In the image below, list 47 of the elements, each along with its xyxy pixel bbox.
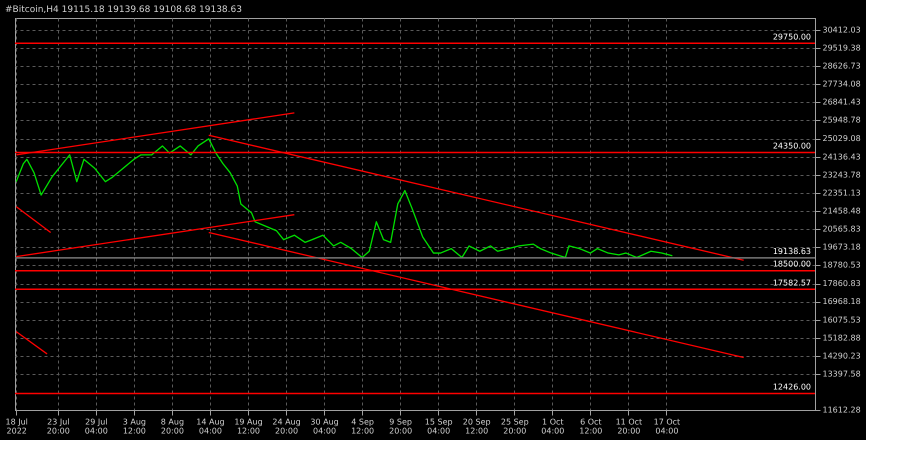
x-tick-label: 23 Jul 20:00 (46, 418, 70, 436)
y-tick-label: 11612.28 (822, 406, 861, 414)
y-tick-label: 20565.83 (822, 224, 861, 234)
y-tick-label: 21458.48 (822, 206, 861, 216)
ref-line-label: 29750.00 (772, 32, 811, 42)
x-tick-label: 24 Aug 20:00 (272, 418, 301, 436)
x-tick-label: 29 Jul 04:00 (84, 418, 108, 436)
y-tick-label: 14290.23 (822, 351, 861, 360)
x-tick-label: 1 Oct 04:00 (541, 418, 564, 436)
ref-line-label: 24350.00 (772, 141, 811, 150)
x-tick-label: 20 Sep 12:00 (462, 418, 491, 436)
line-series (16, 138, 674, 258)
y-tick-label: 23243.78 (822, 170, 861, 180)
y-tick-label: 17860.83 (822, 279, 861, 288)
y-tick-label: 25948.78 (822, 116, 861, 125)
y-tick-label: 13397.58 (822, 369, 861, 378)
y-tick-label: 25029.08 (822, 134, 861, 144)
ref-line-label: 19138.63 (772, 246, 811, 256)
y-tick-label: 15182.88 (822, 333, 861, 342)
y-tick-label: 16968.18 (822, 297, 861, 306)
ref-line-label: 18500.00 (772, 260, 811, 269)
x-tick-label: 11 Oct 20:00 (616, 418, 642, 436)
x-tick-label: 17 Oct 04:00 (654, 418, 680, 436)
ref-line-label: 12426.00 (772, 382, 811, 392)
ref-line-label: 17582.57 (772, 278, 811, 288)
y-tick-label: 24136.43 (822, 152, 861, 162)
y-tick-label: 22351.13 (822, 188, 861, 198)
y-tick-label: 30412.03 (822, 25, 861, 34)
x-tick-label: 4 Sep 12:00 (351, 418, 374, 436)
y-tick-label: 27734.08 (822, 80, 861, 89)
y-tick-label: 16075.53 (822, 315, 861, 324)
x-tick-label: 25 Sep 20:00 (500, 418, 529, 436)
x-tick-label: 15 Sep 04:00 (424, 418, 453, 436)
chart-title: #Bitcoin,H4 19115.18 19139.68 19108.68 19138.63 (5, 5, 242, 15)
y-tick-label: 28626.73 (822, 61, 861, 70)
x-tick-label: 18 Jul 2022 (6, 418, 28, 436)
x-tick-label: 19 Aug 12:00 (234, 418, 263, 436)
x-tick-label: 3 Aug 12:00 (122, 418, 146, 436)
x-tick-label: 9 Sep 20:00 (389, 418, 412, 436)
y-tick-label: 18780.53 (822, 260, 861, 270)
y-tick-label: 26841.43 (822, 98, 861, 107)
x-tick-label: 30 Aug 04:00 (310, 418, 339, 436)
x-tick-label: 8 Aug 20:00 (160, 418, 184, 436)
y-tick-label: 19673.18 (822, 242, 861, 252)
y-tick-label: 29519.38 (822, 43, 861, 52)
x-tick-label: 6 Oct 12:00 (579, 418, 602, 436)
x-tick-label: 14 Aug 04:00 (196, 418, 225, 436)
